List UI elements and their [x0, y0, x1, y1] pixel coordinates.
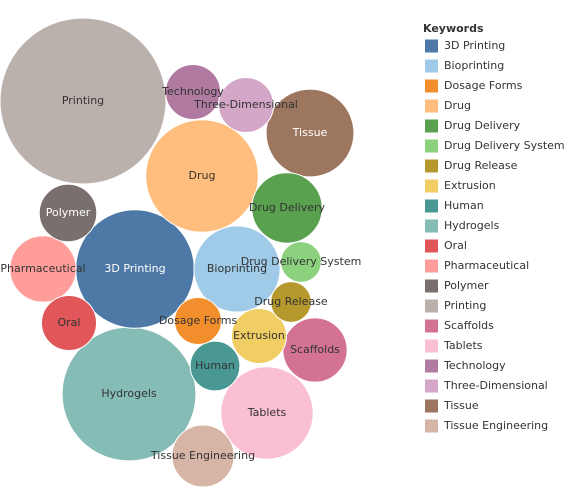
bubble-label: Scaffolds: [290, 343, 340, 356]
bubble-label: Technology: [161, 85, 224, 98]
legend-swatch: [425, 79, 438, 93]
bubble: [280, 241, 322, 283]
bubble-label: Drug Release: [254, 295, 328, 308]
legend-swatch: [425, 99, 438, 113]
legend-swatch: [425, 399, 438, 413]
bubble: [164, 63, 222, 121]
legend-label: Bioprinting: [444, 59, 504, 72]
legend-swatch: [425, 279, 438, 293]
legend-swatch: [425, 119, 438, 133]
bubble: [40, 294, 98, 352]
legend-swatch: [425, 139, 438, 153]
bubble-label: Drug Delivery System: [241, 255, 362, 268]
legend-title: Keywords: [423, 22, 484, 35]
bubble-label: Oral: [58, 316, 81, 329]
bubble: [270, 281, 312, 323]
bubble-label: Bioprinting: [207, 262, 267, 275]
bubble-label: Pharmaceutical: [0, 262, 85, 275]
legend-swatch: [425, 159, 438, 173]
legend-label: Tissue Engineering: [443, 419, 548, 432]
legend-swatch: [425, 239, 438, 253]
legend-swatch: [425, 359, 438, 373]
bubble: [193, 225, 281, 313]
bubble: [251, 172, 323, 244]
legend-swatch: [425, 299, 438, 313]
bubble-label: Hydrogels: [101, 387, 157, 400]
legend: Keywords 3D Printing Bioprinting Dosage Fo…: [423, 22, 565, 433]
legend-label: Pharmaceutical: [444, 259, 529, 272]
bubble: [38, 183, 98, 243]
legend-swatch: [425, 419, 438, 433]
legend-label: Three-Dimensional: [443, 379, 548, 392]
bubble: [174, 297, 222, 345]
bubble: [230, 307, 288, 365]
legend-label: Technology: [443, 359, 506, 372]
bubble-label: Drug: [189, 169, 216, 182]
legend-swatch: [425, 199, 438, 213]
legend-swatch: [425, 259, 438, 273]
legend-label: Drug: [444, 99, 471, 112]
legend-swatch: [425, 219, 438, 233]
legend-label: Human: [444, 199, 484, 212]
legend-label: Hydrogels: [444, 219, 500, 232]
legend-swatch: [425, 39, 438, 53]
legend-swatch: [425, 379, 438, 393]
bubble-label: Tablets: [247, 406, 287, 419]
bubble-label: Human: [195, 359, 235, 372]
bubble: [220, 366, 314, 460]
bubble: [145, 119, 259, 233]
legend-label: Polymer: [444, 279, 489, 292]
bubble-label: Three-Dimensional: [193, 98, 298, 111]
legend-label: Dosage Forms: [444, 79, 523, 92]
legend-label: Drug Delivery: [444, 119, 521, 132]
legend-label: Extrusion: [444, 179, 496, 192]
legend-label: 3D Printing: [444, 39, 505, 52]
bubble-label: Dosage Forms: [159, 314, 238, 327]
bubble-label: 3D Printing: [104, 262, 165, 275]
bubble: [217, 76, 275, 134]
bubble-label: Tissue Engineering: [150, 449, 255, 462]
bubble-label: Tissue: [292, 126, 328, 139]
bubble-label: Polymer: [46, 206, 91, 219]
legend-label: Tissue: [443, 399, 479, 412]
legend-label: Oral: [444, 239, 467, 252]
bubble-label: Printing: [62, 94, 104, 107]
legend-swatch: [425, 319, 438, 333]
legend-swatch: [425, 179, 438, 193]
bubbles: Printing Hydrogels 3D Printing Drug Tablets T…: [0, 17, 362, 488]
legend-label: Drug Release: [444, 159, 518, 172]
bubble: [9, 235, 77, 303]
bubble: [265, 88, 355, 178]
legend-label: Printing: [444, 299, 486, 312]
legend-label: Scaffolds: [444, 319, 494, 332]
legend-label: Tablets: [443, 339, 483, 352]
bubble-label: Extrusion: [233, 329, 285, 342]
legend-swatch: [425, 59, 438, 73]
bubble: [189, 340, 241, 392]
legend-label: Drug Delivery System: [444, 139, 565, 152]
bubble: [0, 17, 167, 185]
legend-swatch: [425, 339, 438, 353]
bubble-label: Drug Delivery: [249, 201, 326, 214]
bubble: [171, 424, 235, 488]
